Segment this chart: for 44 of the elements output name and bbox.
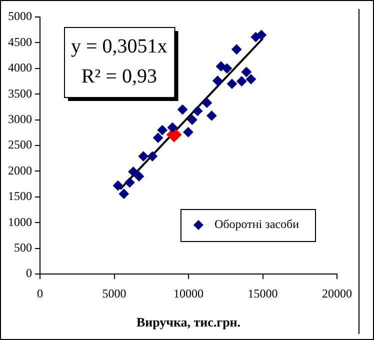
- y-tick-label: 4000: [8, 60, 32, 75]
- point: [222, 63, 232, 74]
- point: [138, 151, 148, 162]
- point: [124, 178, 135, 188]
- y-tick-label: 1000: [8, 214, 32, 229]
- x-tick-label: 0: [37, 286, 43, 300]
- point: [241, 67, 252, 77]
- y-tick-label: 500: [14, 240, 32, 254]
- point: [118, 188, 129, 199]
- point: [206, 110, 217, 121]
- point: [202, 98, 212, 108]
- point: [183, 127, 194, 138]
- point: [134, 171, 144, 182]
- point: [246, 74, 256, 84]
- point: [236, 76, 247, 86]
- point: [256, 30, 266, 40]
- x-axis-title: Виручка, тис.грн.: [136, 314, 241, 330]
- point: [157, 125, 168, 136]
- y-tick-label: 1500: [8, 189, 32, 204]
- annotation: R² = 0,93: [81, 65, 157, 88]
- point: [192, 106, 203, 116]
- y-tick-label: 5000: [8, 9, 32, 24]
- x-tick-label: 20000: [322, 286, 352, 300]
- point: [128, 166, 138, 177]
- y-tick-label: 3500: [8, 86, 32, 100]
- point: [187, 114, 198, 125]
- point: [178, 104, 188, 115]
- x-tick-label: 5000: [102, 286, 126, 300]
- point: [167, 122, 178, 133]
- x-tick-label: 15000: [248, 286, 278, 300]
- y-tick-label: 3000: [8, 112, 32, 126]
- annotation: y = 0,3051x: [71, 35, 168, 58]
- x-tick-label: 10000: [174, 286, 204, 300]
- y-tick-label: 4500: [8, 34, 32, 49]
- point: [147, 151, 158, 162]
- point: [112, 180, 123, 191]
- y-tick-label: 0: [26, 266, 32, 280]
- point: [232, 44, 242, 54]
- y-tick-label: 2000: [8, 163, 32, 178]
- point: [153, 132, 164, 143]
- point: [227, 78, 238, 89]
- legend-label: Оборотні засоби: [214, 217, 300, 232]
- y-tick-label: 2500: [8, 138, 32, 152]
- point: [212, 76, 223, 86]
